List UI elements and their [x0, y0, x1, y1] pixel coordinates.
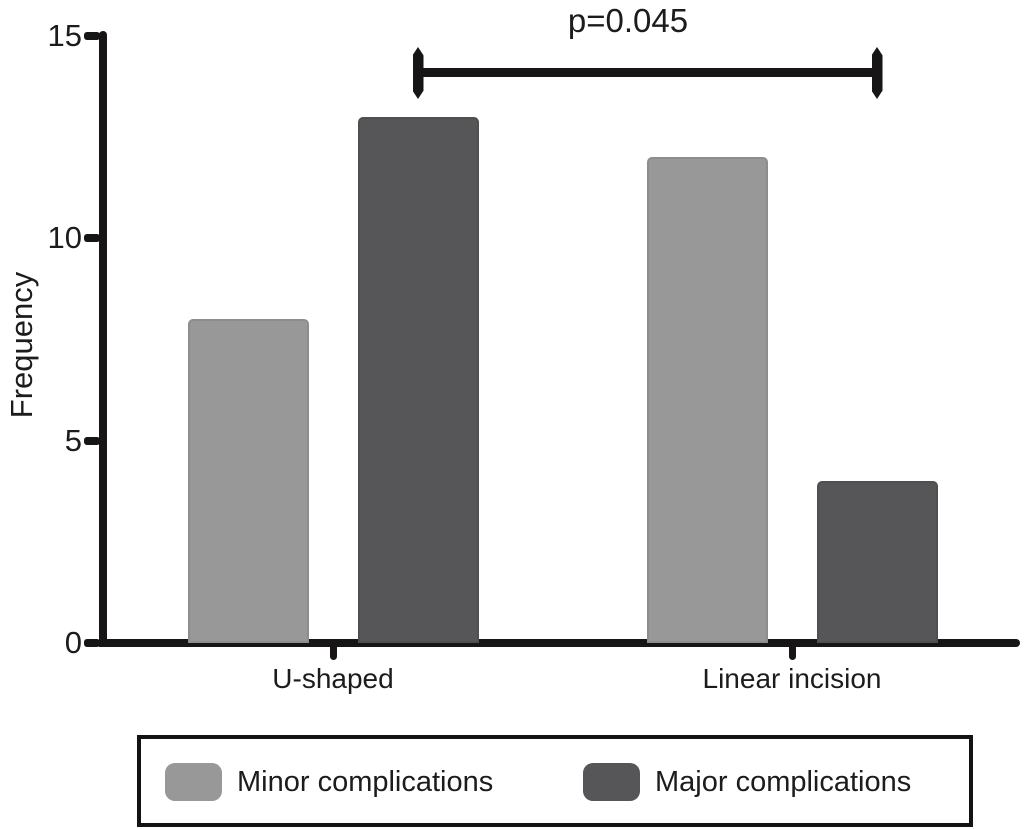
y-tick [84, 639, 100, 647]
legend-item: Major complications [583, 761, 911, 803]
y-tick-label: 5 [64, 422, 82, 458]
bar [357, 116, 479, 643]
bracket-cap [412, 47, 424, 99]
category-label: U-shaped [272, 663, 394, 694]
legend-label: Minor complications [237, 765, 494, 798]
y-tick [84, 31, 100, 40]
y-tick-label: 0 [64, 625, 82, 660]
legend-swatch [165, 763, 222, 801]
legend-swatch [583, 763, 640, 801]
bracket-cap [871, 47, 883, 99]
bracket-line [418, 68, 877, 77]
y-tick-label: 15 [47, 17, 82, 53]
y-tick [84, 436, 100, 445]
legend-label: Major complications [655, 765, 912, 798]
x-axis-line [99, 639, 1020, 647]
legend-box [137, 735, 973, 827]
bar [646, 157, 768, 643]
y-axis-line [99, 31, 107, 647]
y-axis-title: Frequency [4, 271, 39, 419]
legend-item: Minor complications [165, 761, 493, 803]
y-tick [84, 234, 100, 243]
bar [816, 481, 938, 643]
bar [187, 319, 309, 643]
category-tick [788, 647, 796, 660]
y-tick-label: 10 [47, 220, 82, 256]
category-tick [329, 647, 337, 660]
category-label: Linear incision [702, 663, 882, 694]
p-value-label: p=0.045 [567, 2, 689, 39]
